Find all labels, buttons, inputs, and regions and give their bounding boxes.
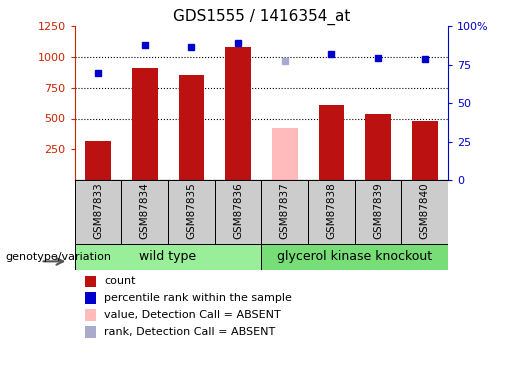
Bar: [75, 180, 122, 244]
Text: genotype/variation: genotype/variation: [5, 252, 111, 262]
Bar: [168, 180, 215, 244]
Bar: [85, 141, 111, 180]
Bar: [412, 121, 438, 180]
Text: GSM87837: GSM87837: [280, 182, 290, 238]
Text: GSM87839: GSM87839: [373, 182, 383, 238]
Bar: [355, 180, 401, 244]
Bar: [272, 128, 298, 180]
Text: value, Detection Call = ABSENT: value, Detection Call = ABSENT: [104, 310, 281, 320]
Bar: [75, 244, 261, 270]
Text: percentile rank within the sample: percentile rank within the sample: [104, 293, 292, 303]
Text: rank, Detection Call = ABSENT: rank, Detection Call = ABSENT: [104, 327, 276, 337]
Text: GSM87836: GSM87836: [233, 182, 243, 238]
Bar: [319, 105, 344, 180]
Text: GSM87834: GSM87834: [140, 182, 150, 238]
Bar: [401, 180, 448, 244]
Text: GSM87835: GSM87835: [186, 182, 196, 238]
Bar: [225, 47, 251, 180]
Text: GSM87840: GSM87840: [420, 182, 430, 238]
Bar: [365, 114, 391, 180]
Bar: [132, 68, 158, 180]
Bar: [215, 180, 261, 244]
Text: glycerol kinase knockout: glycerol kinase knockout: [277, 251, 432, 263]
Title: GDS1555 / 1416354_at: GDS1555 / 1416354_at: [173, 9, 350, 25]
Text: GSM87838: GSM87838: [327, 182, 336, 238]
Bar: [308, 180, 355, 244]
Text: count: count: [104, 276, 135, 286]
Text: wild type: wild type: [140, 251, 197, 263]
Bar: [261, 244, 448, 270]
Text: GSM87833: GSM87833: [93, 182, 103, 238]
Bar: [261, 180, 308, 244]
Bar: [179, 75, 204, 180]
Bar: [122, 180, 168, 244]
